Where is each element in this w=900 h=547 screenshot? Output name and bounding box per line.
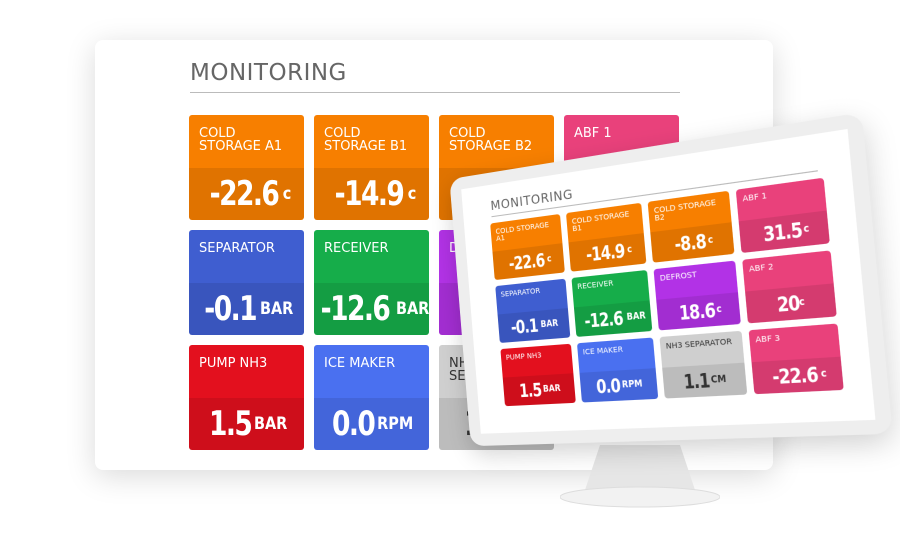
tile: SEPARATOR -0.1 BAR [495, 278, 571, 343]
value-unit: BAR [253, 413, 288, 434]
value-number: -8.8 [673, 229, 707, 257]
tile-label: COLD STORAGE B2 [449, 126, 533, 154]
value-number: -12.6 [320, 288, 391, 329]
value-number: -22.6 [771, 362, 820, 390]
tile-label: PUMP NH3 [505, 351, 542, 362]
value-number: 0.0 [332, 403, 376, 444]
stand-base [560, 486, 720, 508]
tile-label: ABF 1 [574, 126, 612, 141]
tile: ABF 2 20 c [742, 250, 837, 324]
value-number: 1.5 [208, 403, 253, 444]
value-number: -0.1 [510, 314, 540, 339]
tile-value: -0.1 BAR [189, 282, 304, 335]
value-unit: RPM [621, 378, 643, 391]
value-unit: c [820, 368, 828, 381]
value-number: -22.6 [508, 249, 546, 275]
value-unit: c [716, 303, 723, 316]
value-number: 1.1 [683, 368, 711, 394]
value-unit: BAR [540, 318, 559, 331]
value-number: 18.6 [677, 298, 716, 325]
value-unit: BAR [625, 310, 646, 324]
value-number: -12.6 [583, 306, 624, 333]
tile-label: COLD STORAGE A1 [199, 126, 283, 154]
tile-label: ICE MAKER [582, 345, 624, 357]
value-unit: c [408, 183, 417, 204]
value-number: 31.5 [761, 217, 803, 247]
tile-value: 0.0 RPM [579, 368, 659, 403]
tile-label: ICE MAKER [324, 356, 396, 371]
tile: PUMP NH3 1.5 BAR [189, 345, 304, 450]
value-unit: BAR [260, 298, 294, 319]
panel-title: MONITORING [190, 60, 680, 93]
value-number: -14.9 [335, 173, 405, 214]
value-number: 0.0 [595, 374, 621, 399]
tile: COLD STORAGE A1 -22.6 c [490, 213, 565, 281]
value-unit: c [546, 253, 553, 265]
value-number: -22.6 [210, 173, 280, 214]
tile-value: 1.5 BAR [189, 397, 304, 450]
tile: ICE MAKER 0.0 RPM [576, 337, 659, 403]
value-number: 20 [776, 290, 801, 317]
tile: COLD STORAGE B1 -14.9 c [314, 115, 429, 220]
value-unit: c [283, 183, 292, 204]
tile-value: 1.5 BAR [502, 373, 576, 407]
stand-neck [585, 445, 695, 490]
tile-value: -22.6 c [189, 167, 304, 220]
tile: COLD STORAGE A1 -22.6 c [189, 115, 304, 220]
tile-value: -12.6 BAR [573, 300, 653, 337]
tile-grid: COLD STORAGE A1 -22.6 c COLD STORAGE B1 -14.… [490, 177, 844, 407]
tile-label: PUMP NH3 [199, 356, 268, 371]
tile: ABF 3 -22.6 c [748, 323, 844, 395]
tile-value: 0.0 RPM [314, 397, 429, 450]
value-unit: c [706, 234, 714, 247]
tile: RECEIVER -12.6 BAR [571, 269, 653, 337]
value-number: 1.5 [518, 378, 542, 402]
value-unit: RPM [377, 413, 414, 434]
value-number: -14.9 [585, 239, 626, 267]
tile-value: 20 c [745, 283, 837, 324]
value-unit: c [803, 223, 810, 236]
tile: RECEIVER -12.6 BAR [314, 230, 429, 335]
tile-label: NH3 SEPARATOR [665, 337, 733, 351]
value-unit: c [627, 244, 633, 256]
tile-value: -14.9 c [314, 167, 429, 220]
value-unit: CM [710, 373, 728, 387]
monitor-stand [560, 445, 720, 508]
value-unit: BAR [395, 298, 429, 319]
tile-label: COLD STORAGE B1 [324, 126, 408, 154]
tile-value: -12.6 BAR [314, 282, 429, 335]
tile: COLD STORAGE B1 -14.9 c [565, 202, 647, 272]
tile: ICE MAKER 0.0 RPM [314, 345, 429, 450]
tile-label: RECEIVER [324, 241, 389, 256]
tile-value: -22.6 c [751, 356, 844, 395]
value-unit: BAR [542, 383, 561, 395]
tile-label: SEPARATOR [199, 241, 275, 256]
value-unit: c [799, 296, 806, 309]
tile: PUMP NH3 1.5 BAR [500, 343, 576, 407]
tile-value: -0.1 BAR [497, 308, 571, 343]
value-number: -0.1 [204, 288, 257, 329]
tile: SEPARATOR -0.1 BAR [189, 230, 304, 335]
tile-label: ABF 3 [755, 333, 781, 345]
